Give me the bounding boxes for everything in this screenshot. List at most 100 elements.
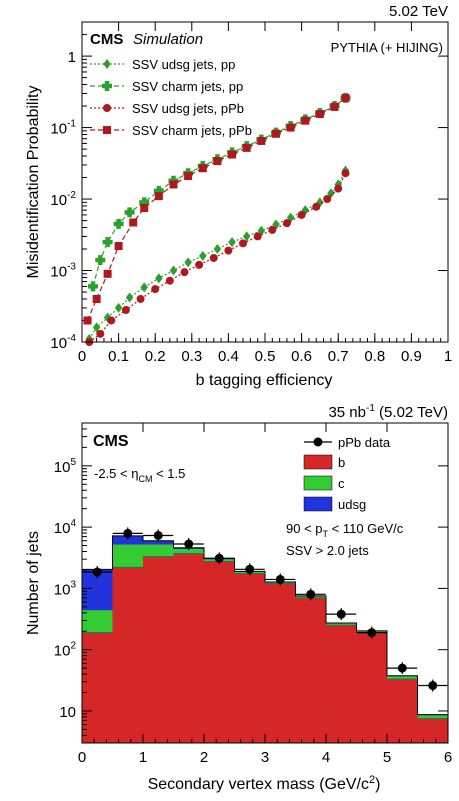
histogram-bar-b [417, 718, 448, 743]
bottom-x-axis-label: Secondary vertex mass (GeV/c2) [148, 774, 381, 793]
bottom-x-tick-label: 6 [444, 749, 452, 766]
top-x-tick-label: 0.3 [181, 348, 202, 365]
top-x-tick-label: 0.1 [108, 348, 129, 365]
bottom-y-tick-label-base: 10 [54, 520, 71, 537]
top-data-point [165, 276, 174, 285]
data-point [306, 589, 316, 599]
legend-data-label: pPb data [338, 435, 391, 450]
histogram-bar-b [173, 553, 204, 743]
top-data-point [151, 285, 160, 294]
eta-high: < 1.5 [152, 466, 185, 481]
top-data-point [228, 237, 236, 248]
top-legend-label: SSV charm jets, pp [132, 79, 243, 94]
top-y-tick-label-base: 10 [50, 264, 67, 281]
pt-range-label: 90 < pT < 110 GeV/c [286, 521, 404, 539]
top-data-point [136, 294, 145, 303]
top-y-axis-label: Misidentification Probability [25, 86, 42, 279]
top-data-point [180, 268, 189, 277]
pt-low: 90 < p [286, 521, 323, 536]
histogram-bar-b [265, 583, 296, 743]
histogram-bar-b [387, 679, 418, 743]
histogram-bar-b [234, 573, 265, 743]
data-point [123, 528, 133, 538]
top-data-point [253, 232, 262, 241]
top-data-point [323, 195, 332, 204]
top-simulation-label: Simulation [133, 31, 203, 48]
top-data-point [124, 207, 135, 218]
bottom-y-tick-label-exp: 2 [70, 641, 76, 652]
top-data-point [184, 257, 192, 268]
bottom-y-tick-label-base: 10 [54, 643, 71, 660]
top-data-point [140, 203, 149, 212]
top-data-point [103, 269, 112, 278]
lumi-exponent: -1 [366, 403, 375, 414]
top-legend-marker [103, 104, 111, 112]
histogram-bar-b [326, 625, 357, 743]
data-point [214, 553, 224, 563]
top-data-point [228, 150, 237, 159]
pt-subscript: T [323, 529, 329, 539]
bottom-x-tick-label: 0 [78, 749, 86, 766]
top-x-tick-label: 0.5 [255, 348, 276, 365]
top-data-point [213, 157, 222, 166]
bottom-y-tick-label: 102 [54, 641, 77, 660]
data-point [428, 681, 438, 691]
top-data-point [139, 197, 150, 208]
bottom-y-tick-label: 103 [54, 579, 77, 598]
bottom-y-tick-label: 104 [54, 518, 77, 537]
top-series-3 [83, 93, 350, 325]
data-point [275, 574, 285, 584]
xlabel-close: ) [375, 776, 380, 793]
top-legend-marker [102, 81, 112, 91]
top-data-point [92, 294, 101, 303]
top-y-tick-label-base: 10 [50, 192, 67, 209]
data-point [397, 663, 407, 673]
top-legend-label: SSV udsg jets, pp [132, 57, 235, 72]
top-data-point [121, 306, 130, 315]
top-cms-label: CMS [90, 31, 123, 48]
top-series-2 [85, 169, 350, 346]
top-x-tick-label: 0.4 [218, 348, 239, 365]
top-data-point [224, 246, 233, 255]
bottom-x-tick-label: 4 [322, 749, 330, 766]
top-generator-label: PYTHIA (+ HIJING) [331, 40, 443, 55]
top-data-point [184, 172, 193, 181]
bottom-lumi-label: 35 nb-1 (5.02 TeV) [328, 403, 448, 421]
ssv-cut-label: SSV > 2.0 jets [286, 543, 369, 558]
data-point [184, 539, 194, 549]
legend-label-udsg: udsg [338, 497, 366, 512]
top-x-tick-label: 0.7 [328, 348, 349, 365]
top-x-tick-label: 1 [444, 348, 452, 365]
top-data-point [312, 202, 321, 211]
top-legend-marker [103, 59, 111, 69]
top-plot-frame [81, 21, 449, 343]
data-point [245, 564, 255, 574]
top-y-tick-label-base: 10 [50, 121, 67, 138]
stack-total-outline [81, 535, 449, 743]
data-point [153, 530, 163, 540]
top-data-point [282, 219, 291, 228]
top-data-point [153, 185, 164, 196]
bottom-x-tick-label: 3 [261, 749, 269, 766]
top-data-point [102, 237, 113, 248]
top-y-tick-label: 10-1 [50, 119, 76, 138]
bottom-x-tick-label: 5 [383, 749, 391, 766]
top-data-point [334, 184, 343, 193]
top-y-tick-label-exp: -3 [67, 262, 76, 273]
top-data-point [286, 123, 295, 132]
top-data-point [199, 250, 207, 261]
bottom-y-tick-label: 105 [54, 457, 77, 476]
top-data-point [87, 281, 98, 292]
top-y-tick-label-exp: -1 [67, 119, 76, 130]
top-data-point [213, 244, 222, 255]
top-data-point [257, 136, 266, 145]
top-data-point [155, 273, 163, 284]
bottom-y-tick-label-exp: 4 [70, 518, 76, 529]
top-y-tick-label-base: 10 [50, 335, 67, 352]
bottom-y-tick-label-base: 10 [54, 459, 71, 476]
top-y-tick-label: 10-3 [50, 262, 76, 281]
bottom-y-tick-label-exp: 3 [70, 579, 76, 590]
top-data-point [315, 109, 324, 118]
top-legend-label: SSV udsg jets, pPb [132, 101, 244, 116]
top-data-point [341, 93, 350, 102]
